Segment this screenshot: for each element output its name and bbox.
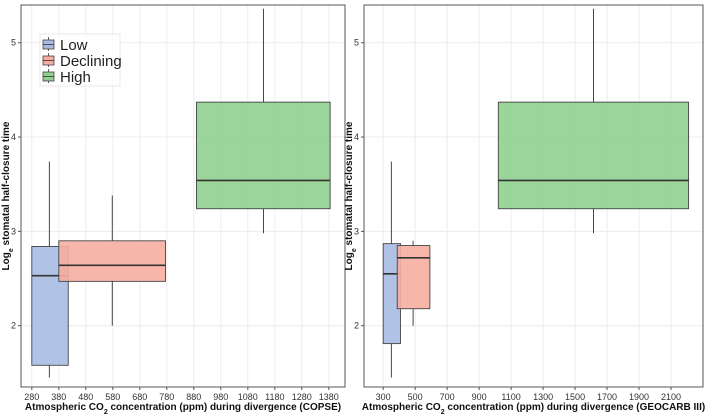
x-tick-label: 280	[24, 392, 39, 402]
panel-copse: 280 380 480 580 680 780 880 980 1080 1180 1280 1380…	[1, 4, 346, 416]
y-tick-label: 4	[11, 132, 16, 142]
box-high	[196, 101, 331, 210]
y-tick-label: 4	[354, 132, 359, 142]
x-tick-label: 380	[51, 392, 66, 402]
y-tick-label: 2	[11, 321, 16, 331]
legend-label-low: Low	[60, 37, 88, 54]
x-tick-label: 1900	[629, 392, 649, 402]
x-tick-label: 900	[472, 392, 487, 402]
y-tick-label: 5	[354, 38, 359, 48]
x-tick-label: 1380	[319, 392, 339, 402]
y-tick-label: 3	[11, 226, 16, 236]
y-tick-label: 5	[11, 38, 16, 48]
legend-label-declining: Declining	[60, 53, 122, 70]
x-tick-label: 1500	[565, 392, 585, 402]
legend-label-high: High	[60, 69, 91, 86]
plot-frame	[363, 4, 704, 388]
x-tick-label: 880	[186, 392, 201, 402]
y-tick-label: 2	[354, 321, 359, 331]
x-tick-label: 300	[376, 392, 391, 402]
x-tick-label: 580	[105, 392, 120, 402]
x-tick-label: 500	[408, 392, 423, 402]
box-high	[497, 101, 690, 210]
x-tick-label: 2100	[661, 392, 681, 402]
x-axis-label: Atmospheric CO2 concentration (ppm) duri…	[25, 402, 341, 416]
plot-frame	[20, 4, 346, 388]
x-tick-label: 480	[78, 392, 93, 402]
x-tick-label: 680	[132, 392, 147, 402]
box-declining	[58, 240, 166, 282]
x-tick-label: 1300	[533, 392, 553, 402]
panel-geocarb: 300 500 700 900 1100 1300 1500 1700 1900 2100 2 3 4 5…	[344, 4, 705, 416]
y-axis-label: Loge stomatal half-closure time	[1, 121, 15, 270]
x-tick-label: 1180	[265, 392, 284, 402]
x-tick-label: 980	[213, 392, 228, 402]
y-axis-label: Loge stomatal half-closure time	[344, 121, 358, 270]
x-tick-label: 1280	[292, 392, 312, 402]
x-tick-label: 780	[159, 392, 174, 402]
box-declining	[396, 245, 431, 310]
x-tick-label: 1100	[501, 392, 520, 402]
x-axis-label: Atmospheric CO2 concentration (ppm) duri…	[362, 402, 705, 416]
x-tick-label: 1700	[597, 392, 617, 402]
y-tick-label: 3	[354, 226, 359, 236]
x-tick-label: 700	[440, 392, 455, 402]
x-tick-label: 1080	[238, 392, 258, 402]
